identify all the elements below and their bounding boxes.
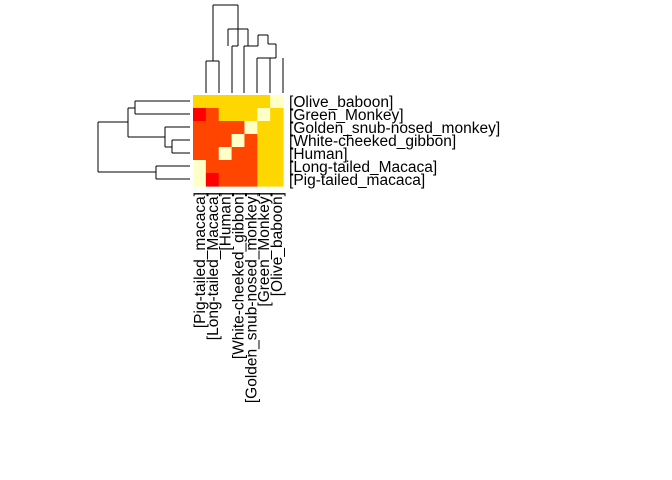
- heatmap-cell: [244, 95, 258, 109]
- heatmap-cell: [244, 121, 258, 135]
- heatmap-cell: [244, 134, 258, 148]
- column-dendrogram: [205, 4, 284, 93]
- heatmap-cell: [218, 95, 233, 109]
- heatmap-cell: [244, 108, 258, 122]
- heatmap-cell: [205, 147, 220, 161]
- heatmap-cell: [193, 147, 207, 161]
- heatmap-cell: [231, 134, 246, 148]
- heatmap-cell: [270, 95, 284, 109]
- heatmap-cell: [270, 147, 284, 161]
- heatmap-cell: [218, 147, 233, 161]
- row-labels: [Olive_baboon][Green_Monkey][Golden_snub…: [289, 94, 500, 189]
- heatmap-cell: [244, 160, 258, 174]
- heatmap-cell: [270, 160, 284, 174]
- row-label: [Human]: [289, 146, 348, 163]
- column-label: [White-cheeked_gibbon]: [231, 192, 248, 359]
- heatmap-cell: [231, 108, 246, 122]
- row-label: [Green_Monkey]: [289, 107, 404, 124]
- heatmap-cell: [218, 173, 233, 187]
- heatmap-cell: [218, 108, 233, 122]
- row-label: [Golden_snub-nosed_monkey]: [289, 120, 500, 137]
- row-label: [Pig-tailed_macaca]: [289, 172, 425, 189]
- heatmap-cell: [205, 108, 220, 122]
- heatmap-cell: [270, 173, 284, 187]
- heatmap-cell: [270, 108, 284, 122]
- heatmap-cell: [205, 121, 220, 135]
- row-label: [White-cheeked_gibbon]: [289, 133, 456, 150]
- heatmap-cell: [270, 121, 284, 135]
- row-label: [Olive_baboon]: [289, 94, 393, 111]
- column-label: [Golden_snub-nosed_monkey]: [243, 192, 260, 403]
- row-dendrogram: [97, 100, 190, 180]
- heatmap-cell: [257, 160, 271, 174]
- heatmap-cell: [193, 173, 207, 187]
- heatmap-cell: [218, 121, 233, 135]
- heatmap-cell: [193, 160, 207, 174]
- heatmap-cell: [205, 173, 220, 187]
- heatmap-cell: [205, 95, 220, 109]
- heatmap-cell: [193, 121, 207, 135]
- heatmap-cell: [193, 134, 207, 148]
- column-label: [Human]: [218, 192, 235, 251]
- row-label: [Long-tailed_Macaca]: [289, 159, 437, 176]
- heatmap-cell: [257, 108, 271, 122]
- column-label: [Pig-tailed_macaca]: [192, 192, 209, 328]
- heatmap-cell: [205, 160, 220, 174]
- heatmap-cell: [244, 147, 258, 161]
- heatmap-cell: [218, 134, 233, 148]
- heatmap-cell: [257, 134, 271, 148]
- heatmap-cell: [231, 160, 246, 174]
- heatmap-cell: [257, 121, 271, 135]
- column-label: [Green_Monkey]: [256, 192, 273, 307]
- heatmap-cell: [257, 173, 271, 187]
- column-label: [Olive_baboon]: [269, 192, 286, 296]
- heatmap-cells: [193, 95, 284, 187]
- column-label: [Long-tailed_Macaca]: [205, 192, 222, 340]
- heatmap-cell: [257, 147, 271, 161]
- heatmap-cell: [231, 95, 246, 109]
- heatmap-cell: [218, 160, 233, 174]
- heatmap-cell: [231, 121, 246, 135]
- heatmap-cell: [205, 134, 220, 148]
- heatmap-cell: [244, 173, 258, 187]
- heatmap-cell: [231, 173, 246, 187]
- heatmap-cell: [270, 134, 284, 148]
- heatmap-cell: [193, 95, 207, 109]
- heatmap-cell: [257, 95, 271, 109]
- heatmap-cell: [231, 147, 246, 161]
- column-labels: [Pig-tailed_macaca][Long-tailed_Macaca][…: [192, 192, 286, 403]
- heatmap-cell: [193, 108, 207, 122]
